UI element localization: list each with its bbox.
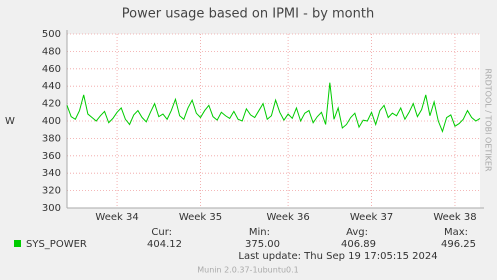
y-tick-label: 400 (42, 116, 61, 127)
plot-area (67, 34, 480, 208)
y-tick-label: 460 (42, 64, 61, 75)
y-axis-label: W (5, 116, 15, 127)
y-tick-label: 420 (42, 99, 61, 110)
legend-swatch (14, 240, 21, 247)
x-tick-label: Week 35 (179, 212, 222, 223)
x-tick-label: Week 37 (350, 212, 393, 223)
summary-value: 406.89 (341, 239, 376, 250)
summary-header: Cur: (151, 227, 172, 238)
summary-header: Min: (249, 227, 270, 238)
x-tick-label: Week 34 (95, 212, 138, 223)
y-tick-label: 480 (42, 46, 61, 57)
last-update: Last update: Thu Sep 19 17:05:15 2024 (238, 251, 437, 262)
y-tick-label: 340 (42, 168, 61, 179)
side-text: RRDTOOL / TOBI OETIKER (484, 68, 493, 171)
y-tick-label: 360 (42, 151, 61, 162)
summary-value: 496.25 (441, 239, 476, 250)
footer: Munin 2.0.37-1ubuntu0.1 (197, 266, 299, 275)
legend-label: SYS_POWER (26, 239, 87, 250)
summary-header: Max: (444, 227, 468, 238)
summary-value: 404.12 (147, 239, 182, 250)
summary-header: Avg: (346, 227, 368, 238)
x-tick-label: Week 36 (266, 212, 309, 223)
chart-title: Power usage based on IPMI - by month (122, 7, 374, 22)
summary-value: 375.00 (245, 239, 280, 250)
y-tick-label: 320 (42, 186, 61, 197)
data-line (66, 82, 481, 133)
y-tick-label: 440 (42, 81, 61, 92)
x-tick-label: Week 38 (433, 212, 476, 223)
y-tick-label: 500 (42, 29, 61, 40)
y-tick-label: 300 (42, 203, 61, 214)
y-tick-label: 380 (42, 133, 61, 144)
